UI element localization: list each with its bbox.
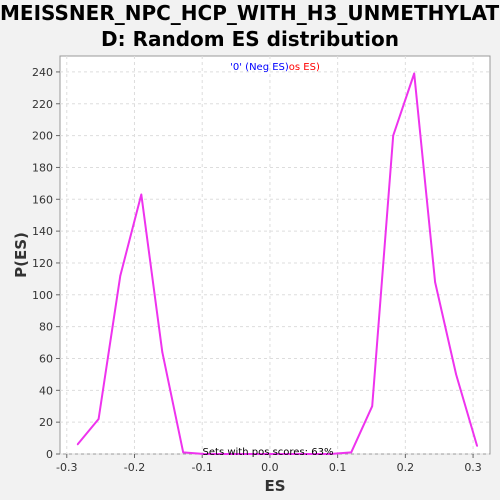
x-tick-label: 0.2 [397,461,415,474]
y-tick-label: 60 [39,352,53,365]
data-point [224,453,227,455]
y-tick-label: 240 [32,66,53,79]
y-tick-label: 140 [32,225,53,238]
y-tick-label: 200 [32,130,53,143]
y-axis-label: P(ES) [12,232,30,278]
x-tick-label: -0.3 [56,461,77,474]
data-point [182,451,185,454]
data-point [245,453,248,455]
data-point [476,445,478,447]
y-tick-label: 180 [32,161,53,174]
data-point [350,451,352,454]
annotation-text: Sets with pos scores: 63% [203,447,334,458]
y-tick-label: 20 [39,416,53,429]
data-point [97,418,100,420]
plot-area [59,55,491,455]
x-tick-label: 0.1 [329,461,347,474]
series-line [76,72,479,455]
data-point [161,351,164,353]
x-tick-label: 0.0 [261,461,279,474]
y-tick-label: 80 [39,321,53,334]
legend-neg-label: '0' (Neg ES) [230,62,289,73]
data-point [455,373,457,376]
y-tick-label: 100 [32,289,53,302]
data-point [413,72,415,75]
y-tick-label: 0 [46,448,53,461]
y-tick-label: 120 [32,257,53,270]
legend: '0' (Neg ES)os ES) [230,62,320,73]
data-point [371,405,373,408]
axes: 0 20 40 60 80 100 120 140 160 180 200 220 240 -0.3 -0.… [32,66,482,474]
x-tick-label: -0.1 [191,461,212,474]
data-point [434,281,436,283]
x-tick-label: 0.3 [464,461,482,474]
data-point [266,453,269,455]
legend-pos-label: os ES) [289,62,320,73]
data-point [308,453,310,455]
y-tick-label: 220 [32,98,53,111]
grid-lines [60,56,490,455]
x-tick-label: -0.2 [124,461,145,474]
x-axis-label: ES [264,477,285,495]
chart-title: MEISSNER_NPC_HCP_WITH_H3_UNMETHYLATE D: … [0,0,500,52]
chart-title-line-1: MEISSNER_NPC_HCP_WITH_H3_UNMETHYLATE [0,1,500,25]
y-tick-label: 160 [32,193,53,206]
data-point [392,134,394,137]
data-point [76,443,79,446]
data-point [140,193,143,196]
data-point [287,453,290,455]
data-point [119,274,122,277]
chart-title-line-2: D: Random ES distribution [101,27,399,51]
series-group [76,72,479,455]
y-tick-label: 40 [39,384,53,397]
data-point [203,453,206,455]
data-point [329,453,331,455]
